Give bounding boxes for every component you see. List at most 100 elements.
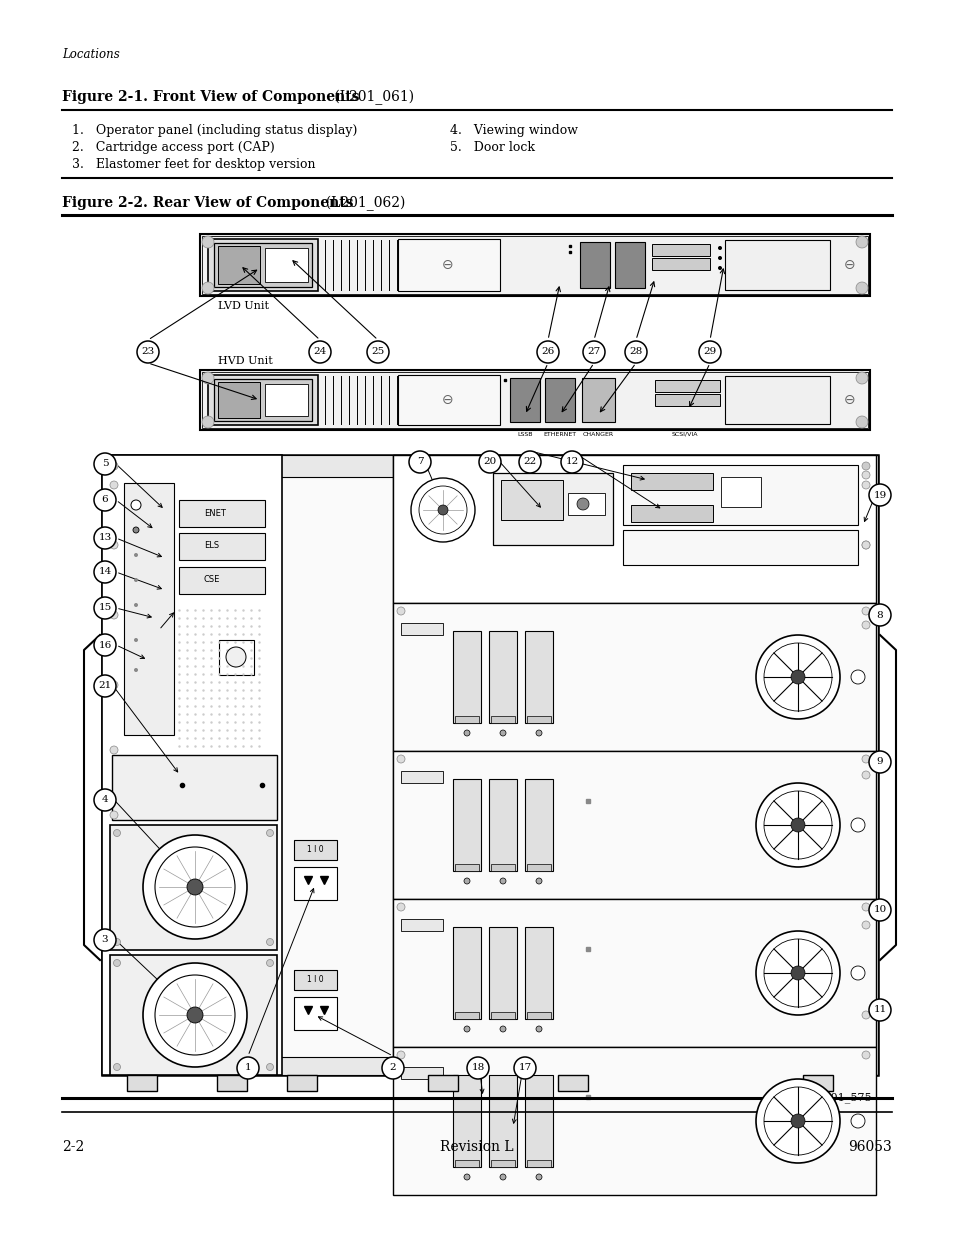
Circle shape	[582, 341, 604, 363]
Circle shape	[850, 818, 864, 832]
Circle shape	[187, 879, 203, 895]
Circle shape	[560, 451, 582, 473]
Bar	[526, 1160, 551, 1167]
Bar	[428, 1074, 457, 1091]
Circle shape	[868, 999, 890, 1021]
Circle shape	[514, 1057, 536, 1079]
Bar	[455, 1160, 478, 1167]
Text: 2-2: 2-2	[62, 1140, 84, 1153]
Circle shape	[862, 462, 869, 471]
Circle shape	[110, 811, 118, 819]
Text: 29: 29	[702, 347, 716, 357]
Bar	[265, 384, 308, 416]
Bar	[265, 248, 308, 282]
Circle shape	[518, 451, 540, 473]
Circle shape	[110, 746, 118, 755]
Text: 19: 19	[872, 490, 885, 499]
Bar	[400, 919, 442, 931]
Bar	[179, 567, 265, 594]
Bar	[393, 751, 875, 899]
Circle shape	[266, 939, 274, 946]
Bar	[400, 771, 442, 783]
Bar	[397, 603, 405, 609]
Circle shape	[202, 236, 213, 248]
Text: ETHERNET: ETHERNET	[543, 432, 576, 437]
Bar	[218, 382, 260, 417]
Bar	[453, 927, 480, 1019]
Circle shape	[862, 480, 869, 489]
Text: 25: 25	[371, 347, 384, 357]
Bar	[724, 240, 829, 290]
Bar	[489, 779, 517, 871]
Circle shape	[187, 1007, 203, 1023]
Bar	[179, 500, 265, 527]
Text: ENET: ENET	[204, 509, 226, 517]
Text: 1 I 0: 1 I 0	[306, 976, 323, 984]
Circle shape	[110, 680, 118, 689]
Circle shape	[202, 416, 213, 429]
Circle shape	[396, 1051, 405, 1058]
Circle shape	[110, 462, 118, 471]
Bar	[202, 236, 867, 294]
Circle shape	[790, 818, 804, 832]
Text: 5: 5	[102, 459, 109, 468]
Bar	[493, 473, 613, 545]
Circle shape	[855, 236, 867, 248]
Bar	[489, 927, 517, 1019]
Bar	[524, 927, 553, 1019]
Bar	[802, 1074, 832, 1091]
Circle shape	[755, 783, 840, 867]
Bar	[393, 454, 875, 603]
Text: SCSI/VIA: SCSI/VIA	[671, 432, 698, 437]
Circle shape	[266, 830, 274, 836]
Circle shape	[855, 372, 867, 384]
Circle shape	[790, 1114, 804, 1128]
Bar	[651, 245, 709, 256]
Bar	[102, 454, 877, 1074]
Bar	[489, 631, 517, 722]
Circle shape	[478, 451, 500, 473]
Text: ⊖: ⊖	[442, 393, 454, 408]
Bar	[124, 483, 173, 735]
Text: 21: 21	[98, 682, 112, 690]
Text: CSE: CSE	[204, 576, 220, 584]
Text: Figure 2-2. Rear View of Components: Figure 2-2. Rear View of Components	[62, 196, 354, 210]
Text: HVD Unit: HVD Unit	[218, 356, 273, 366]
Text: 96053: 96053	[847, 1140, 891, 1153]
Circle shape	[862, 903, 869, 911]
Text: 22: 22	[523, 457, 536, 467]
Circle shape	[862, 921, 869, 929]
Circle shape	[143, 963, 247, 1067]
Bar	[581, 378, 615, 422]
Bar	[524, 1074, 553, 1167]
Circle shape	[536, 878, 541, 884]
Circle shape	[94, 453, 116, 475]
Circle shape	[862, 541, 869, 550]
Circle shape	[624, 341, 646, 363]
Text: (L201_061): (L201_061)	[330, 90, 414, 105]
Bar	[102, 454, 282, 1074]
Circle shape	[367, 341, 389, 363]
Bar	[630, 505, 712, 522]
Bar	[110, 825, 276, 950]
Circle shape	[131, 500, 141, 510]
Circle shape	[309, 341, 331, 363]
Bar	[524, 631, 553, 722]
Text: ⊖: ⊖	[843, 258, 855, 272]
Text: 23: 23	[141, 347, 154, 357]
Circle shape	[113, 960, 120, 967]
Circle shape	[850, 671, 864, 684]
Bar	[455, 864, 478, 871]
Circle shape	[862, 771, 869, 779]
Text: 3: 3	[102, 935, 109, 945]
Circle shape	[110, 611, 118, 619]
Bar	[567, 493, 604, 515]
Bar	[630, 473, 712, 490]
Bar	[208, 375, 317, 425]
Bar	[453, 779, 480, 871]
Bar	[489, 1074, 517, 1167]
Bar	[219, 640, 253, 676]
Bar	[400, 622, 442, 635]
Text: 4: 4	[102, 795, 109, 804]
Bar	[526, 1011, 551, 1019]
